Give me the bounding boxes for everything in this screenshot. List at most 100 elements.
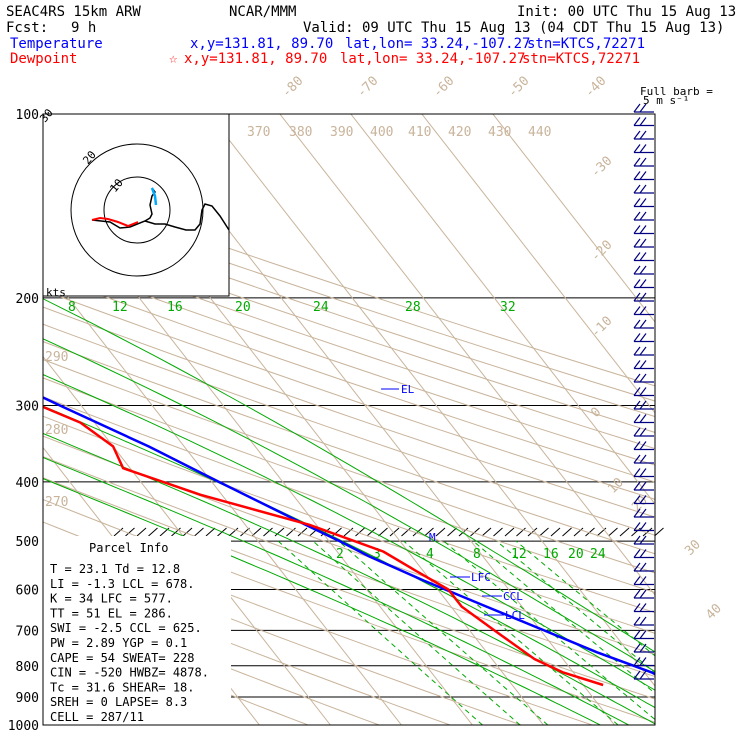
wind-barb-flag: [633, 238, 641, 248]
wind-barb-flag: [639, 657, 647, 666]
hodograph-frame: [42, 113, 230, 297]
wind-barb-flag: [639, 171, 647, 180]
mixing-ratio-20: [496, 540, 655, 674]
wind-barb-flag: [639, 454, 647, 464]
wind-barb-flag: [639, 589, 647, 599]
pressure-label-800: 800: [16, 660, 39, 675]
wind-barb: [633, 670, 654, 680]
wind-barb-flag: [633, 549, 641, 558]
hatch-mark: [286, 527, 296, 537]
isotherm-label-40: 40: [703, 601, 725, 623]
wind-barb-flag: [633, 279, 641, 288]
isotherm-label--30: -30: [588, 154, 615, 181]
theta-label-380: 380: [289, 125, 312, 140]
dry-adiabat-300: [43, 477, 655, 700]
wind-barb-flag: [639, 292, 647, 302]
isotherm-30: [279, 114, 655, 596]
wind-barb-flag: [633, 130, 641, 140]
mixing-label-12: 12: [511, 547, 527, 562]
wind-barb-flag: [633, 306, 641, 315]
parcel-info-title: Parcel Info: [89, 541, 168, 555]
wind-barb: [633, 360, 654, 370]
dry-adiabat-330: [43, 415, 655, 634]
wind-barb-flag: [639, 333, 647, 342]
fcst-value: 9 h: [71, 20, 96, 36]
dry-adiabat-260: [43, 568, 451, 725]
wind-barb-flag: [633, 252, 641, 261]
hatch-mark: [447, 527, 457, 537]
wind-barb-flag: [633, 616, 641, 626]
theta-label-280: 280: [45, 423, 68, 438]
hodograph-trace-upper: [144, 203, 230, 231]
dewpoint-latlon: lat,lon= 33.24,-107.27: [340, 51, 525, 67]
parcel-info-row: CAPE = 54 SWEAT= 228: [50, 651, 195, 665]
wind-barb-flag: [639, 441, 647, 450]
wind-barb-flag: [633, 657, 641, 666]
wind-barb-flag: [639, 481, 647, 491]
wind-barb-flag: [639, 643, 647, 653]
hatch-mark: [389, 527, 400, 537]
parcel-info-rows: T = 23.1 Td = 12.8LI = -1.3 LCL = 678.K …: [50, 562, 209, 724]
wind-barb-flag: [639, 117, 647, 126]
theta-label-270: 270: [45, 495, 68, 510]
theta-label-410: 410: [408, 125, 431, 140]
hatch-mark: [573, 527, 584, 537]
isotherm-label--40: -40: [582, 74, 609, 101]
wind-barb: [633, 616, 654, 626]
wind-barb: [633, 252, 654, 262]
hatch-mark: [205, 527, 216, 537]
wind-barb: [633, 589, 654, 599]
hatch-mark: [320, 527, 331, 537]
wind-barb-flag: [633, 643, 641, 653]
wind-barb-flag: [639, 265, 647, 275]
temperature-trace: [43, 396, 655, 676]
wind-barb: [633, 414, 654, 424]
wind-barb: [633, 603, 654, 613]
isotherm-label--60: -60: [430, 74, 457, 101]
isotherm-60: [492, 114, 655, 323]
parcel-info-row: SREH = 0 LAPSE= 8.3: [50, 695, 187, 709]
wind-barb: [633, 279, 654, 289]
mixing-label-2: 2: [336, 547, 344, 562]
wind-barb: [633, 265, 654, 275]
moist-label-28: 28: [405, 300, 421, 315]
dry-adiabat-370: [43, 341, 655, 555]
dewpoint-star-icon: ☆: [169, 51, 178, 67]
isotherm-label-30: 30: [682, 537, 704, 559]
hatch-mark: [194, 527, 204, 537]
wind-barb-flag: [639, 211, 647, 221]
wind-barb-flag: [639, 238, 647, 248]
fcst-label: Fcst:: [6, 20, 48, 36]
dry-adiabat-420: [43, 257, 655, 466]
el-marker-label: EL: [401, 383, 415, 396]
hatch-mark: [228, 527, 239, 537]
dry-adiabat-430: [43, 241, 655, 450]
isotherm-label-0: 0: [588, 405, 604, 421]
theta-label-290: 290: [45, 350, 68, 365]
pressure-label-900: 900: [16, 691, 39, 706]
wind-barb-flag: [633, 522, 641, 531]
ccl-marker-label: CCL: [503, 590, 523, 603]
wind-barb-flag: [639, 522, 647, 531]
parcel-info-row: LI = -1.3 LCL = 678.: [50, 577, 195, 591]
wind-barb: [633, 373, 654, 383]
wind-barb: [633, 630, 654, 640]
dry-adiabat-470: [43, 182, 655, 387]
wind-barb-flag: [633, 333, 641, 342]
isotherm--20: [43, 264, 402, 725]
wind-barb-flag: [633, 454, 641, 464]
wind-barb: [633, 387, 654, 397]
parcel-info-row: T = 23.1 Td = 12.8: [50, 562, 180, 576]
theta-label-440: 440: [528, 125, 551, 140]
wind-barb: [633, 157, 654, 167]
mixing-label-8: 8: [473, 547, 481, 562]
dewpoint-trace: [43, 405, 604, 687]
dry-adiabat-450: [43, 211, 655, 418]
wind-barb-flag: [633, 373, 641, 383]
wind-barb-flag: [639, 670, 647, 680]
hatch-mark: [435, 527, 446, 537]
parcel-info-row: Tc = 31.6 SHEAR= 18.: [50, 680, 195, 694]
hatch-mark: [585, 527, 595, 537]
isotherm-label--10: -10: [588, 314, 615, 341]
wind-barb-flag: [633, 157, 641, 167]
